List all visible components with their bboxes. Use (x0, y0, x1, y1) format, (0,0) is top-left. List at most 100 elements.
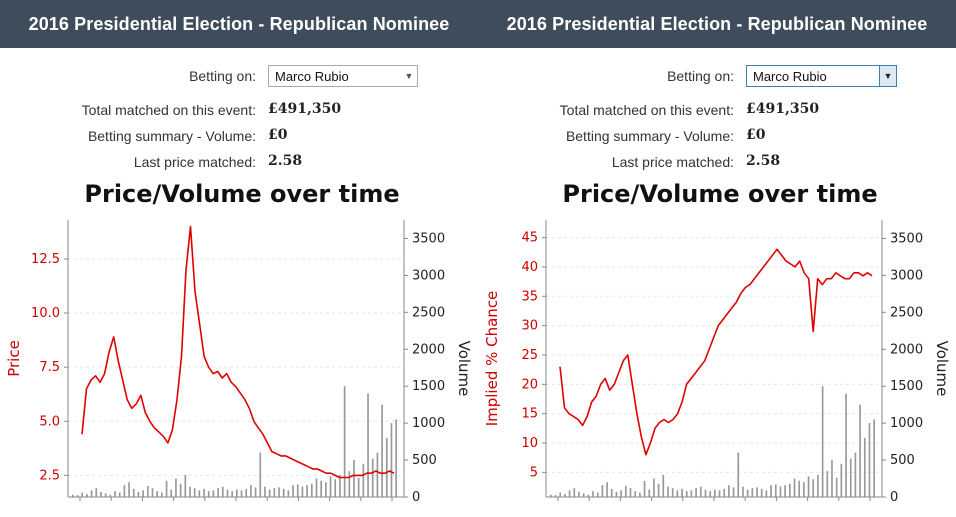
betting-summary-row: Betting summary - Volume: £0 (0, 126, 478, 148)
volume-bar (554, 495, 557, 497)
volume-bar (343, 386, 346, 497)
betting-on-row: Betting on: (478, 66, 956, 88)
volume-bar (137, 491, 140, 497)
last-price-row: Last price matched: 2.58 (478, 152, 956, 174)
volume-bar (812, 479, 815, 497)
volume-bar (390, 423, 393, 497)
volume-bar (624, 485, 627, 497)
volume-bar (240, 490, 243, 497)
implied-chance-volume-chart: 5 10 15 20 25 30 35 40 45 0 500 1000 1500 2000 2500 300… (483, 220, 951, 505)
volume-bar (395, 419, 397, 497)
volume-bar (268, 489, 271, 497)
volume-bar (100, 491, 102, 497)
volume-bar (770, 485, 772, 497)
volume-bar (301, 486, 304, 497)
volume-bar (596, 492, 599, 497)
volume-bar (807, 476, 810, 497)
volume-bar (72, 494, 74, 497)
volume-bar (573, 488, 576, 497)
volume-bar (254, 487, 257, 497)
betting-on-label: Betting on: (667, 68, 734, 84)
y2-tick-label: 2500 (890, 305, 923, 320)
volume-bar (81, 492, 84, 497)
volume-bar (156, 491, 159, 497)
chevron-down-icon[interactable]: ▼ (404, 71, 414, 81)
volume-bar (371, 458, 374, 497)
volume-bar (821, 386, 824, 497)
volume-bar (310, 483, 313, 497)
volume-bar (353, 460, 355, 497)
volume-bar (329, 476, 332, 497)
volume-bar (634, 491, 637, 497)
y-tick-label: 5.0 (39, 414, 60, 429)
volume-bar (629, 488, 632, 497)
volume-bar (357, 477, 360, 497)
volume-bar (245, 488, 248, 497)
volume-bar (90, 490, 93, 497)
volume-bar (681, 488, 683, 497)
price-series-line (559, 248, 873, 456)
volume-bar (587, 494, 590, 497)
betting-on-value: Marco Rubio (753, 69, 827, 84)
chevron-down-icon[interactable]: ▼ (879, 66, 896, 86)
betting-summary-label: Betting summary - Volume: (87, 128, 256, 144)
volume-bar (236, 489, 238, 497)
y-tick-label: 30 (521, 319, 538, 334)
y-axis-title: Implied % Chance (483, 291, 501, 427)
volume-bar (278, 487, 280, 497)
volume-bar (606, 482, 608, 497)
volume-bar (250, 485, 252, 497)
y2-tick-label: 3500 (412, 231, 445, 246)
volume-bar (559, 492, 562, 497)
volume-bar (610, 488, 613, 497)
volume-bar (601, 485, 604, 497)
last-price-label: Last price matched: (133, 154, 256, 170)
volume-bar (292, 485, 294, 497)
volume-bar (385, 437, 388, 497)
y2-tick-label: 1500 (890, 379, 923, 394)
y-tick-label: 40 (521, 260, 538, 275)
volume-bar (582, 493, 585, 497)
volume-bar (798, 480, 801, 497)
y-axis-title: Price (5, 340, 23, 377)
volume-bar (704, 489, 707, 497)
volume-bar (709, 491, 711, 497)
last-price-row: Last price matched: 2.58 (0, 152, 478, 174)
y2-axis-title: Volume (455, 341, 473, 397)
volume-bar (123, 485, 126, 497)
volume-bar (161, 492, 163, 497)
volume-bar (671, 488, 674, 497)
volume-bar (221, 486, 224, 497)
volume-bar (639, 492, 641, 497)
volume-bar (732, 487, 735, 497)
volume-bar (203, 488, 205, 497)
panel-header: 2016 Presidential Election - Republican … (0, 0, 478, 48)
last-price-value: 2.58 (746, 153, 781, 169)
volume-bar (859, 404, 861, 497)
volume-bar (282, 488, 285, 497)
volume-bar (784, 485, 786, 497)
volume-bar (296, 484, 299, 497)
volume-bar (718, 490, 721, 497)
volume-bar (104, 493, 107, 497)
total-matched-value: £491,350 (746, 101, 820, 117)
right-panel: 2016 Presidential Election - Republican … (478, 0, 956, 517)
volume-bar (788, 483, 791, 497)
volume-bar (685, 491, 688, 497)
volume-bar (226, 489, 229, 497)
volume-bar (774, 484, 777, 497)
volume-bar (179, 483, 182, 497)
y-tick-label: 10 (521, 436, 538, 451)
y-tick-label: 20 (521, 377, 538, 392)
volume-bar (325, 482, 327, 497)
volume-bar (826, 471, 829, 497)
volume-bar (189, 486, 191, 497)
betting-on-select[interactable]: Marco Rubio ▼ (746, 65, 897, 87)
volume-bar (751, 488, 754, 497)
volume-bar (348, 471, 351, 497)
volume-bar (690, 490, 693, 497)
betting-on-select[interactable]: Marco Rubio ▼ (268, 65, 418, 87)
betting-on-value: Marco Rubio (275, 69, 349, 84)
y-tick-label: 5 (530, 465, 538, 480)
total-matched-row: Total matched on this event: £491,350 (478, 100, 956, 122)
